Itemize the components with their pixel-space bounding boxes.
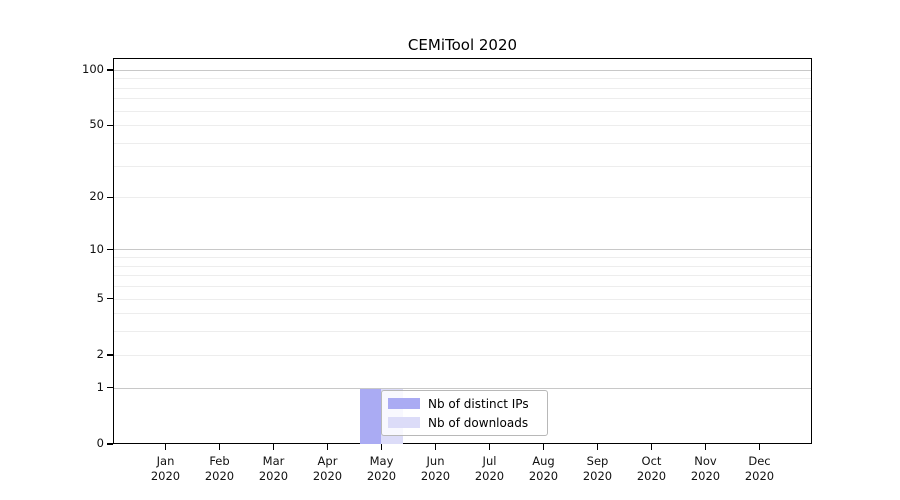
plot-area [113, 58, 812, 444]
bar-may-2020-distinct-ips [359, 388, 382, 444]
y-tick-label: 0 [96, 436, 104, 450]
gridline-major [114, 69, 811, 71]
legend-swatch-downloads [388, 417, 420, 428]
x-tick-mark [218, 444, 221, 450]
x-tick-label: Apr 2020 [312, 454, 343, 483]
gridline-major [114, 387, 811, 389]
x-tick-mark [596, 444, 599, 450]
x-tick-mark [272, 444, 275, 450]
gridline-major [114, 249, 811, 251]
gridline-minor [114, 165, 811, 167]
x-tick-mark [542, 444, 545, 450]
x-tick-label: Dec 2020 [744, 454, 775, 483]
legend-label-downloads: Nb of downloads [428, 415, 529, 430]
x-tick-label: Nov 2020 [690, 454, 721, 483]
gridline-minor [114, 87, 811, 89]
gridline-minor [114, 265, 811, 267]
x-tick-label: May 2020 [366, 454, 397, 483]
y-tick-label: 10 [89, 241, 104, 256]
y-tick-label: 20 [89, 189, 104, 204]
legend-label-distinct-ips: Nb of distinct IPs [428, 396, 529, 411]
y-tick-mark [107, 69, 113, 71]
y-tick-label: 50 [89, 117, 104, 132]
chart-title: CEMiTool 2020 [407, 36, 518, 54]
x-tick-mark [326, 444, 329, 450]
gridline-minor [114, 197, 811, 199]
legend-swatch-distinct-ips [388, 398, 420, 409]
y-tick-label: 1 [96, 379, 104, 394]
x-tick-mark [488, 444, 491, 450]
y-tick-mark [107, 298, 113, 300]
y-tick-mark [107, 354, 113, 356]
x-tick-mark [704, 444, 707, 450]
gridline-minor [114, 257, 811, 259]
gridline-minor [114, 142, 811, 144]
legend-item-downloads: Nb of downloads [388, 413, 541, 432]
x-tick-mark [434, 444, 437, 450]
gridline-minor [114, 110, 811, 112]
x-tick-label: Jun 2020 [420, 454, 451, 483]
gridline-minor [114, 331, 811, 333]
gridline-minor [114, 78, 811, 80]
x-tick-label: Feb 2020 [204, 454, 235, 483]
gridline-minor [114, 98, 811, 100]
legend-item-distinct-ips: Nb of distinct IPs [388, 394, 541, 413]
x-tick-mark [650, 444, 653, 450]
y-tick-label: 2 [96, 346, 104, 361]
x-tick-label: Aug 2020 [528, 454, 559, 483]
gridline-minor [114, 313, 811, 315]
legend: Nb of distinct IPs Nb of downloads [381, 390, 548, 436]
x-tick-label: Jul 2020 [474, 454, 505, 483]
y-tick-label: 100 [82, 62, 104, 76]
x-tick-label: Mar 2020 [258, 454, 289, 483]
y-tick-mark [107, 196, 113, 198]
gridline-minor [114, 298, 811, 300]
y-tick-mark [107, 443, 113, 445]
x-tick-mark [164, 444, 167, 450]
gridline-minor [114, 286, 811, 288]
y-tick-label: 5 [96, 290, 104, 305]
x-tick-mark [380, 444, 383, 450]
gridline-minor [114, 354, 811, 356]
y-tick-mark [107, 387, 113, 389]
gridline-minor [114, 275, 811, 277]
y-tick-mark [107, 124, 113, 126]
gridline-minor [114, 125, 811, 127]
x-tick-label: Sep 2020 [582, 454, 613, 483]
y-tick-mark [107, 249, 113, 251]
x-tick-label: Oct 2020 [636, 454, 667, 483]
x-tick-mark [758, 444, 761, 450]
x-tick-label: Jan 2020 [150, 454, 181, 483]
